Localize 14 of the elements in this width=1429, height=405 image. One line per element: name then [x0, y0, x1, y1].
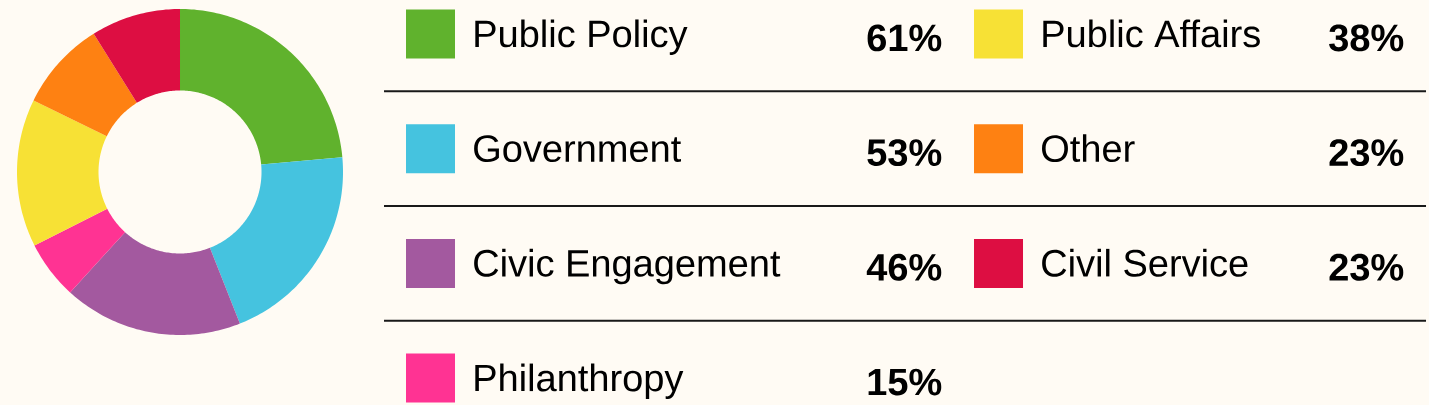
data-label: 46% [866, 253, 942, 281]
data-label: 23% [1329, 139, 1404, 167]
data-label: 53% [867, 139, 942, 167]
legend-label: Civil Service [1042, 248, 1248, 277]
data-label: 61% [867, 24, 942, 52]
legend-label: Philanthropy [475, 363, 684, 399]
legend-label: Public Affairs [1043, 19, 1260, 48]
legend-label: Civic Engagement [474, 248, 781, 285]
legend-label: Other [1042, 134, 1135, 163]
data-label: 38% [1329, 24, 1404, 52]
legend-label: Government [474, 135, 681, 163]
legend-label: Public Policy [475, 19, 688, 55]
data-label: 23% [1329, 253, 1404, 281]
data-label: 15% [868, 368, 942, 396]
